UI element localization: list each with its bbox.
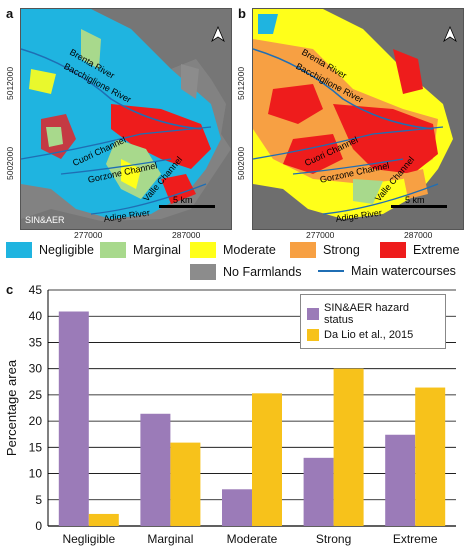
legend-swatch-no-farmlands [190, 264, 216, 280]
chart-legend-item-dalio: Da Lio et al., 2015 [307, 329, 439, 341]
bar-dalio [170, 442, 201, 526]
legend-label-watercourses: Main watercourses [351, 264, 456, 278]
legend-swatch-strong [290, 242, 316, 258]
legend-swatch-negligible [6, 242, 32, 258]
map-legend: Negligible Marginal Moderate Strong Extr… [0, 238, 470, 286]
legend-marginal: Marginal [100, 242, 181, 258]
legend-label-no-farmlands: No Farmlands [223, 265, 302, 279]
legend-strong: Strong [290, 242, 360, 258]
legend-line-watercourses [318, 270, 344, 272]
map-a-sinaer: SIN&AER 5 km Brenta River Bacchiglione R… [20, 8, 232, 230]
legend-label-marginal: Marginal [133, 243, 181, 257]
legend-swatch-moderate [190, 242, 216, 258]
map-b-scale-label: 5 km [405, 195, 425, 205]
bar-sinaer [222, 489, 252, 526]
y-coord-bottom-a: 5002000 [5, 146, 15, 180]
x-coord-right-a: 287000 [172, 230, 201, 240]
bar-dalio [252, 393, 282, 526]
chart-legend-label-sinaer: SIN&AER hazard status [324, 302, 409, 326]
y-axis-title: Percentage area [4, 359, 19, 456]
bar-sinaer [58, 311, 89, 526]
legend-label-moderate: Moderate [223, 243, 276, 257]
map-a-svg [21, 9, 231, 229]
y-coord-bottom-b: 5002000 [236, 146, 246, 180]
bar-sinaer [385, 434, 416, 526]
y-tick-label: 45 [29, 284, 43, 297]
map-b-svg [253, 9, 463, 229]
map-b-dalio: 5 km Brenta River Bacchiglione River Cuo… [252, 8, 464, 230]
legend-swatch-marginal [100, 242, 126, 258]
y-tick-label: 10 [29, 467, 43, 481]
x-coord-right-b: 287000 [404, 230, 433, 240]
x-tick-label: Strong [316, 532, 351, 546]
y-tick-label: 20 [29, 414, 43, 428]
bar-dalio [415, 387, 446, 526]
legend-label-extreme: Extreme [413, 243, 460, 257]
x-tick-label: Moderate [227, 532, 278, 546]
chart-legend: SIN&AER hazard status Da Lio et al., 201… [300, 294, 446, 349]
map-a-corner-label: SIN&AER [25, 215, 65, 225]
panel-b-letter: b [238, 6, 246, 21]
bar-dalio [88, 513, 119, 526]
x-coord-left-b: 277000 [306, 230, 335, 240]
y-coord-top-b: 5012000 [236, 66, 246, 100]
y-tick-label: 40 [29, 309, 43, 323]
north-arrow-icon [211, 25, 225, 43]
chart-legend-item-sinaer: SIN&AER hazard status [307, 302, 439, 326]
y-tick-label: 25 [29, 388, 43, 402]
bar-sinaer [303, 457, 334, 526]
chart-legend-swatch-sinaer [307, 308, 319, 320]
legend-label-negligible: Negligible [39, 243, 94, 257]
x-coord-left-a: 277000 [74, 230, 103, 240]
legend-label-strong: Strong [323, 243, 360, 257]
x-tick-label: Negligible [62, 532, 115, 546]
y-tick-label: 15 [29, 440, 43, 454]
chart-legend-swatch-dalio [307, 329, 319, 341]
legend-swatch-extreme [380, 242, 406, 258]
x-tick-label: Marginal [147, 532, 193, 546]
panel-c-letter: c [6, 282, 14, 297]
map-a-scale-label: 5 km [173, 195, 193, 205]
x-tick-label: Extreme [393, 532, 438, 546]
y-tick-label: 5 [35, 493, 42, 507]
legend-moderate: Moderate [190, 242, 276, 258]
legend-watercourses: Main watercourses [318, 264, 456, 278]
legend-no-farmlands: No Farmlands [190, 264, 302, 280]
y-tick-label: 0 [35, 519, 42, 533]
y-tick-label: 30 [29, 362, 43, 376]
bar-dalio [333, 368, 364, 526]
panel-a-letter: a [6, 6, 14, 21]
legend-negligible: Negligible [6, 242, 94, 258]
chart-legend-label-dalio: Da Lio et al., 2015 [324, 329, 414, 341]
y-coord-top-a: 5012000 [5, 66, 15, 100]
bar-sinaer [140, 413, 171, 526]
legend-extreme: Extreme [380, 242, 460, 258]
bar-chart: 0 5 10 15 20 25 30 35 40 45 Percentage area Negligi… [4, 284, 456, 546]
y-tick-label: 35 [29, 335, 43, 349]
north-arrow-icon [443, 25, 457, 43]
